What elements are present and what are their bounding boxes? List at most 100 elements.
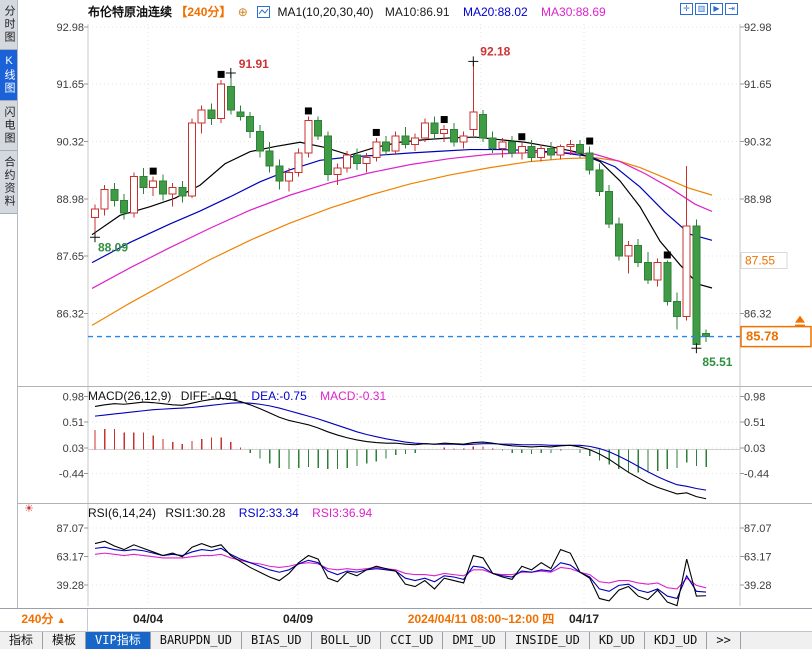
up-arrow-base [795, 324, 805, 327]
axis-label-left: 0.51 [63, 417, 84, 429]
candle-body [479, 113, 487, 139]
chevron-up-icon: ▲ [56, 615, 66, 625]
pan-icon[interactable]: ✛ [680, 3, 693, 15]
candle-body [265, 150, 274, 167]
sidebar-tab-kline-chart[interactable]: K线图 [0, 50, 17, 101]
candle-body [91, 208, 99, 218]
candle-body [430, 122, 439, 135]
indicator-tab[interactable]: KDJ_UD [645, 632, 708, 649]
chart-canvas[interactable]: 92.98 92.98 91.65 91.65 90.32 90.32 88.98 88.98… [0, 0, 812, 608]
candle-body [236, 111, 245, 117]
candle-body [391, 135, 400, 152]
axis-label-right: 63.17 [744, 552, 772, 564]
rsi-params-label[interactable]: RSI(6,14,24) [88, 506, 157, 520]
last-price-box [740, 325, 812, 348]
indicator-tab[interactable]: BARUPDN_UD [151, 632, 242, 649]
candle-body [110, 189, 119, 201]
sidebar-tab-flash-chart[interactable]: 闪电图 [0, 101, 17, 151]
axis-label-right: 0.98 [744, 392, 765, 404]
candle-body [197, 109, 206, 124]
ma20-line [91, 148, 713, 264]
sidebar-tab-time-chart[interactable]: 分时图 [0, 0, 17, 50]
add-indicator-icon[interactable]: ⊕ [237, 5, 248, 19]
candle-body [449, 128, 458, 143]
axis-label-right: 91.65 [744, 79, 772, 91]
candle-body [556, 146, 565, 156]
axis-label-right: 92.98 [744, 22, 772, 34]
axis-label-left: -0.44 [59, 468, 84, 480]
macd-header: MACD(26,12,9) DIFF:-0.91 DEA:-0.75 MACD:… [88, 389, 386, 403]
period-label[interactable]: 【240分】 [175, 5, 232, 19]
time-axis-tick: 2024/04/11 08:00~12:00 四 [407, 612, 555, 626]
indicator-tab[interactable]: 模板 [43, 632, 87, 649]
extreme-marker [304, 107, 312, 115]
bar-panel-icon[interactable]: ▥ [695, 3, 708, 15]
macd-diff-line [94, 397, 707, 500]
axis-label-left: 92.98 [56, 22, 84, 34]
time-axis-tick: 04/17 [568, 612, 600, 626]
indicator-tab[interactable]: INSIDE_UD [506, 632, 590, 649]
indicator-tab[interactable]: >> [707, 632, 741, 649]
sidebar-tab-contract-info[interactable]: 合约资料 [0, 151, 17, 214]
period-selector[interactable]: 240分 ▲ [0, 609, 88, 631]
candle-body [294, 152, 303, 173]
price-annotation: 91.91 [239, 57, 269, 71]
candle-body [566, 143, 575, 148]
candle-body [100, 189, 109, 210]
candle-body [139, 176, 148, 188]
last-price-label: 85.78 [746, 329, 779, 344]
indicator-settings-icon[interactable]: ☀ [24, 503, 34, 515]
indicator-tab[interactable]: DMI_UD [443, 632, 506, 649]
indicator-tab-bar: 指标 模板 VIP指标 BARUPDN_UD BIAS_UD BOLL_UD CCI_UD D… [0, 631, 812, 649]
candle-body [255, 130, 264, 152]
exit-chart-icon[interactable]: ⇥ [725, 3, 738, 15]
extreme-marker [217, 70, 225, 78]
indicator-tab[interactable]: BOLL_UD [312, 632, 382, 649]
candle-body [120, 199, 129, 214]
candle-body [459, 135, 468, 143]
axis-label-right: -0.44 [744, 468, 769, 480]
indicator-tab[interactable]: 指标 [0, 632, 44, 649]
candle-body [469, 111, 478, 130]
ma30-line [91, 151, 713, 289]
axis-label-left: 39.28 [56, 580, 84, 592]
axis-label-right: 86.32 [744, 308, 772, 320]
chart-toolbar: ✛ ▥ ▶ ⇥ [680, 3, 738, 15]
candle-body [653, 262, 662, 281]
candle-body [595, 169, 604, 193]
indicator-tab[interactable]: VIP指标 [86, 632, 151, 649]
indicator-tab[interactable]: BIAS_UD [242, 632, 312, 649]
candle-body [624, 244, 633, 257]
candle-body [498, 141, 507, 150]
macd-diff-value: DIFF:-0.91 [180, 389, 239, 403]
candle-body [382, 141, 390, 152]
axis-label-right: 88.98 [744, 194, 772, 206]
candle-body [158, 180, 167, 195]
play-panel-icon[interactable]: ▶ [710, 3, 723, 15]
candle-body [314, 120, 323, 137]
price-annotation: 92.18 [480, 44, 510, 58]
candle-body [673, 300, 681, 317]
candle-body [333, 167, 342, 175]
macd-params-label[interactable]: MACD(26,12,9) [88, 389, 172, 403]
candle-body [508, 141, 517, 154]
candle-body [343, 154, 352, 169]
candle-body [275, 165, 284, 182]
ref-price-label: 87.55 [745, 253, 775, 267]
extreme-marker [518, 133, 526, 141]
extreme-marker [149, 167, 157, 175]
axis-label-right: 0.51 [744, 417, 765, 429]
time-axis: 240分 ▲ 04/04 04/09 2024/04/11 08:00~12:00 … [0, 608, 812, 631]
candle-body [420, 122, 429, 139]
axis-label-left: 63.17 [56, 552, 84, 564]
indicator-tab[interactable]: KD_UD [590, 632, 645, 649]
candle-body [411, 137, 420, 145]
ma10-line [91, 136, 713, 289]
line-chart-icon [257, 6, 271, 21]
axis-label-left: 0.03 [63, 443, 84, 455]
rsi3-value: RSI3:36.94 [312, 506, 373, 520]
symbol-name: 布伦特原油连续 [88, 5, 173, 19]
candle-body [682, 225, 691, 317]
indicator-tab[interactable]: CCI_UD [381, 632, 444, 649]
candle-body [149, 180, 158, 188]
